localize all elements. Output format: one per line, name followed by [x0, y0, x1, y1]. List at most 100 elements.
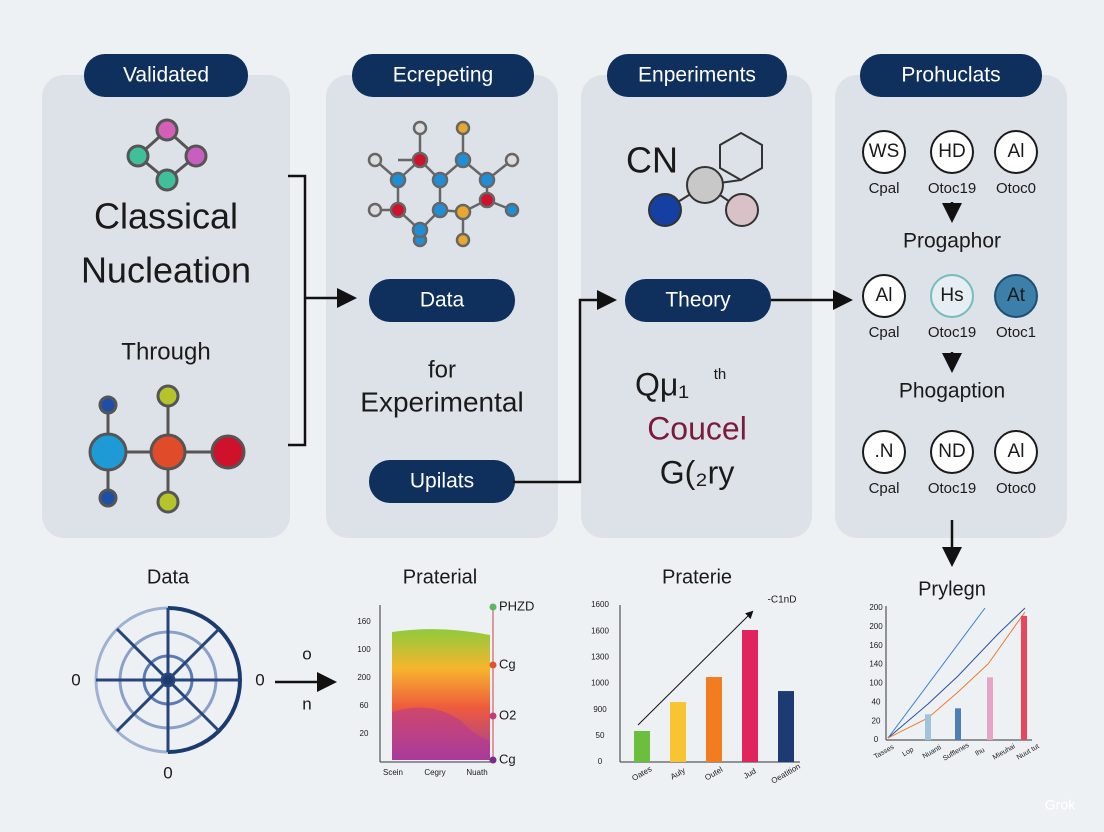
x-tick-label: Sufflenes	[942, 742, 971, 763]
header: Validated	[123, 64, 209, 87]
x-tick-label: Ihu	[974, 747, 986, 758]
x-tick-label: Jud	[742, 767, 758, 781]
element-circle	[994, 430, 1038, 474]
chart-title: Praterie	[662, 566, 732, 588]
header: Prohuclats	[901, 64, 1000, 87]
annotation: -C1nD	[768, 595, 797, 606]
y-tick-label: 0	[874, 735, 879, 744]
element-symbol: Al	[876, 285, 893, 306]
title-text: Classical	[94, 196, 238, 237]
pill	[369, 460, 515, 503]
chart-title: Prylegn	[918, 578, 986, 600]
title-text: Nucleation	[81, 250, 251, 291]
element-label: Otoc0	[996, 180, 1036, 197]
header: Ecrepeting	[393, 64, 493, 87]
label: th	[714, 366, 727, 383]
label: for	[428, 356, 456, 383]
trend-arrow	[637, 610, 754, 726]
x-tick-label: Oates	[630, 764, 653, 782]
bar	[634, 730, 650, 762]
element-circle	[930, 430, 974, 474]
x-tick-label: Tasses	[873, 744, 896, 761]
chart-title: Praterial	[403, 566, 477, 588]
bar	[1021, 615, 1027, 740]
arrow	[288, 174, 352, 447]
pill	[625, 279, 771, 322]
panel	[42, 75, 290, 538]
y-tick-label: 200	[869, 603, 883, 612]
x-tick-label: Nuanti	[922, 744, 943, 760]
bar	[670, 702, 686, 762]
formula: CN	[626, 140, 678, 181]
label: o	[302, 644, 311, 663]
polar-chart	[94, 606, 243, 754]
step: Progaphor	[903, 230, 1001, 253]
element-circle	[862, 430, 906, 474]
pill	[860, 54, 1042, 97]
x-tick-label: Nuut tut	[1016, 743, 1041, 761]
y-tick-label: 1000	[591, 679, 609, 688]
y-tick-label: 60	[360, 701, 369, 710]
element-symbol: Hs	[940, 285, 963, 306]
element-label: Cpal	[869, 180, 900, 197]
x-tick-label: Lop	[901, 746, 915, 758]
element-symbol: At	[1007, 285, 1026, 306]
y-tick-label: 0	[598, 757, 603, 766]
molecule	[88, 118, 246, 514]
bar-chart: 1600 1600 1300 1000 900 50 0 Oates Auly Outel Jud O…	[591, 600, 802, 785]
element-symbol: .N	[875, 441, 894, 462]
element-circle	[930, 274, 974, 318]
bar	[987, 677, 993, 740]
bar	[778, 691, 794, 762]
bar	[955, 708, 961, 740]
bar	[925, 714, 931, 740]
pill	[369, 279, 515, 322]
y-tick-label: 200	[357, 673, 371, 682]
legend-label: Cg	[499, 751, 516, 766]
area-labels: 160 100 200 60 20 Scein Cegry Nuath PHZD Cg O2 Cg	[357, 598, 534, 777]
bar	[742, 630, 758, 762]
header: Enperiments	[638, 64, 756, 87]
y-tick-label: 1600	[591, 600, 609, 609]
label: Coucel	[647, 410, 747, 446]
legend-dot	[489, 712, 497, 720]
element-grid: WS Cpal HD Otoc19 Al Otoc0 Al Cpal Hs Otoc19 At Oto…	[862, 130, 1038, 497]
axis-label: 0	[163, 763, 172, 782]
line	[887, 607, 986, 739]
legend-label: PHZD	[499, 598, 534, 613]
element-symbol: Al	[1008, 141, 1025, 162]
label: Through	[121, 338, 210, 365]
y-tick-label: 1300	[591, 652, 609, 661]
element-symbol: Al	[1008, 441, 1025, 462]
legend-dot	[489, 603, 497, 611]
y-tick-label: 40	[872, 697, 881, 706]
pill-label: Data	[420, 289, 465, 312]
y-tick-label: 100	[357, 645, 371, 654]
element-label: Otoc19	[928, 480, 976, 497]
element-label: Otoc19	[928, 324, 976, 341]
label: Experimental	[360, 386, 523, 417]
legend-dot	[489, 661, 497, 669]
element-circle	[994, 130, 1038, 174]
y-tick-label: 50	[596, 731, 605, 740]
label: n	[302, 694, 311, 713]
y-tick-label: 160	[869, 641, 883, 650]
y-tick-label: 100	[869, 679, 883, 688]
arrow	[513, 290, 617, 484]
label: G(₂ry	[660, 454, 735, 490]
y-tick-label: 20	[360, 729, 369, 738]
element-label: Cpal	[869, 480, 900, 497]
legend-label: O2	[499, 707, 516, 722]
x-tick-label: Auly	[669, 766, 687, 782]
element-circle	[930, 130, 974, 174]
y-tick-label: 20	[872, 716, 881, 725]
label: Qμ₁	[635, 366, 689, 402]
chart-title: Data	[147, 566, 190, 588]
pill	[352, 54, 534, 97]
element-circle	[862, 274, 906, 318]
pill	[607, 54, 787, 97]
x-tick-label: Cegry	[424, 768, 445, 777]
x-tick-label: Nuath	[466, 768, 487, 777]
bar	[706, 677, 722, 762]
